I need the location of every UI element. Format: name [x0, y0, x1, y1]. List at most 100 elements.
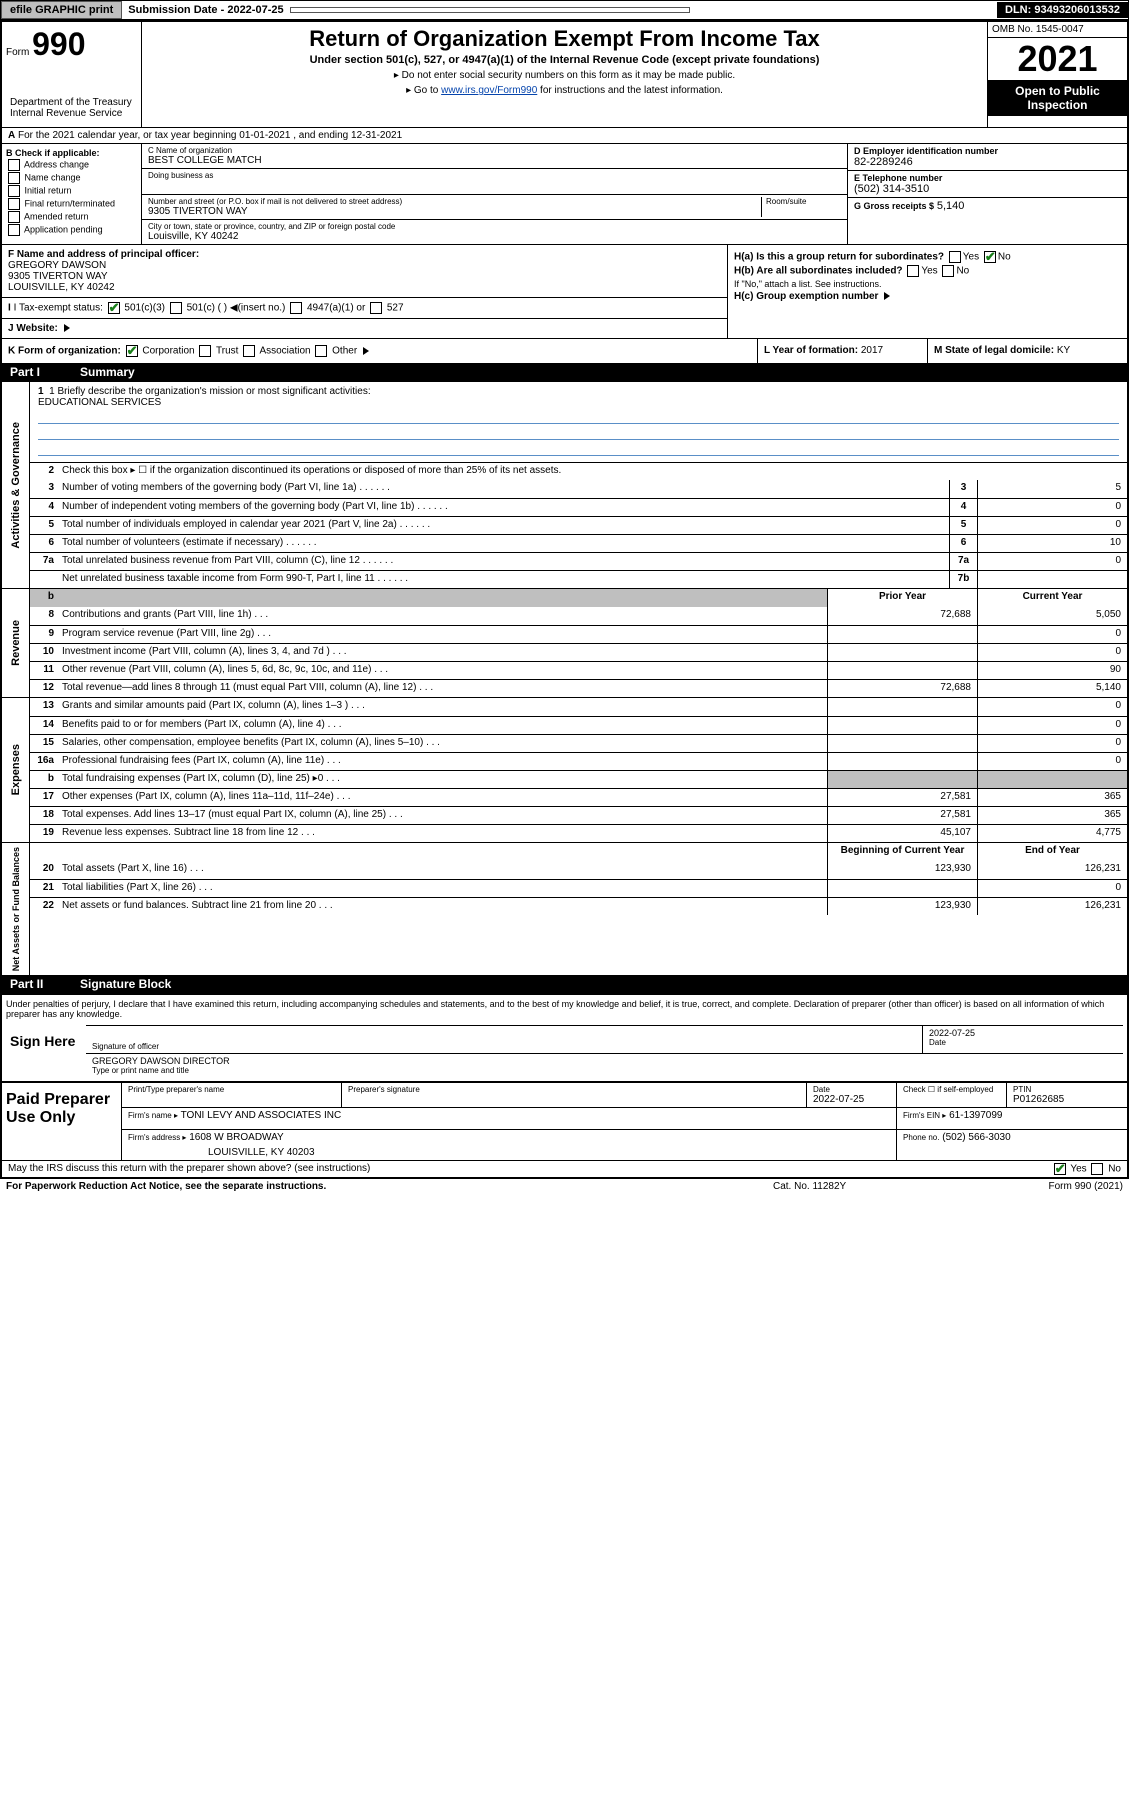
subdate-label: Submission Date - 2022-07-25: [122, 2, 289, 18]
line-20: 20Total assets (Part X, line 16) . . .12…: [30, 861, 1127, 879]
irs-link[interactable]: www.irs.gov/Form990: [441, 85, 537, 96]
net-label: Net Assets or Fund Balances: [9, 843, 23, 975]
chk-4947[interactable]: [290, 302, 302, 314]
ein: 82-2289246: [854, 156, 1121, 168]
form-prefix: Form: [6, 47, 29, 58]
chk-assoc[interactable]: [243, 345, 255, 357]
addr-label: Number and street (or P.O. box if mail i…: [148, 197, 761, 206]
chk-address-change[interactable]: [8, 159, 20, 171]
org-name-label: C Name of organization: [148, 146, 841, 155]
line-2: Check this box ▸ ☐ if the organization d…: [58, 463, 1127, 480]
ha: H(a) Is this a group return for subordin…: [734, 251, 1121, 263]
org-name: BEST COLLEGE MATCH: [148, 155, 841, 166]
firm-phone: (502) 566-3030: [942, 1132, 1010, 1143]
paid-section: Paid Preparer Use Only Print/Type prepar…: [2, 1081, 1127, 1160]
exp-section: Expenses 13Grants and similar amounts pa…: [2, 697, 1127, 842]
state-domicile: KY: [1057, 345, 1070, 356]
line-1: 1 1 Briefly describe the organization's …: [38, 386, 1119, 397]
discuss-yes[interactable]: [1054, 1163, 1066, 1175]
firm-ein: 61-1397099: [949, 1110, 1002, 1121]
form-title: Return of Organization Exempt From Incom…: [146, 26, 983, 52]
gross-label: G Gross receipts $: [854, 201, 934, 211]
year-formation: 2017: [861, 345, 883, 356]
topbar: efile GRAPHIC print Submission Date - 20…: [0, 0, 1129, 20]
gov-line-4: 4Number of independent voting members of…: [30, 498, 1127, 516]
line-11: 11Other revenue (Part VIII, column (A), …: [30, 661, 1127, 679]
dln: DLN: 93493206013532: [997, 2, 1128, 18]
line-18: 18Total expenses. Add lines 13–17 (must …: [30, 806, 1127, 824]
chk-initial-return[interactable]: [8, 185, 20, 197]
section-a: A For the 2021 calendar year, or tax yea…: [2, 127, 1127, 143]
mission: EDUCATIONAL SERVICES: [38, 397, 1119, 408]
hdr-curr: Current Year: [977, 589, 1127, 607]
f-label: F Name and address of principal officer:: [8, 249, 721, 260]
discuss-no[interactable]: [1091, 1163, 1103, 1175]
line-16a: 16aProfessional fundraising fees (Part I…: [30, 752, 1127, 770]
form-subtitle: Under section 501(c), 527, or 4947(a)(1)…: [146, 54, 983, 66]
instr-2: ▸ Go to www.irs.gov/Form990 for instruct…: [146, 85, 983, 96]
gov-label: Activities & Governance: [8, 418, 24, 553]
hdr-end: End of Year: [977, 843, 1127, 861]
sig-name-label: Type or print name and title: [92, 1066, 1117, 1075]
col-c: C Name of organization BEST COLLEGE MATC…: [142, 144, 847, 244]
firm-addr2: LOUISVILLE, KY 40203: [208, 1147, 890, 1158]
form-container: Form 990 Department of the Treasury Inte…: [0, 20, 1129, 1179]
line-21: 21Total liabilities (Part X, line 26) . …: [30, 879, 1127, 897]
exp-label: Expenses: [8, 740, 24, 799]
hdr-begin: Beginning of Current Year: [827, 843, 977, 861]
sig-date: 2022-07-25: [929, 1028, 1117, 1038]
line-12: 12Total revenue—add lines 8 through 11 (…: [30, 679, 1127, 697]
ha-no[interactable]: [984, 251, 996, 263]
f-addr1: 9305 TIVERTON WAY: [8, 271, 721, 282]
line-14: 14Benefits paid to or for members (Part …: [30, 716, 1127, 734]
chk-527[interactable]: [370, 302, 382, 314]
tel-label: E Telephone number: [854, 173, 1121, 183]
room-label: Room/suite: [766, 197, 841, 206]
firm-addr1: 1608 W BROADWAY: [189, 1132, 283, 1143]
gov-line-3: 3Number of voting members of the governi…: [30, 480, 1127, 498]
rev-section: Revenue bPrior YearCurrent Year 8Contrib…: [2, 588, 1127, 697]
chk-501c[interactable]: [170, 302, 182, 314]
net-section: Net Assets or Fund Balances Beginning of…: [2, 842, 1127, 975]
form-number: 990: [32, 26, 85, 62]
chk-trust[interactable]: [199, 345, 211, 357]
line-8: 8Contributions and grants (Part VIII, li…: [30, 607, 1127, 625]
chk-other[interactable]: [315, 345, 327, 357]
hdr-prior: Prior Year: [827, 589, 977, 607]
omb: OMB No. 1545-0047: [988, 22, 1127, 38]
col-d: D Employer identification number 82-2289…: [847, 144, 1127, 244]
sig-name-title: GREGORY DAWSON DIRECTOR: [92, 1056, 1117, 1066]
hb-yes[interactable]: [907, 265, 919, 277]
tax-year: 2021: [988, 38, 1127, 80]
hb-no[interactable]: [942, 265, 954, 277]
part1-header: Part ISummary: [2, 363, 1127, 381]
hb-note: If "No," attach a list. See instructions…: [734, 279, 1121, 289]
ein-label: D Employer identification number: [854, 146, 1121, 156]
chk-501c3[interactable]: [108, 302, 120, 314]
chk-corp[interactable]: [126, 345, 138, 357]
chk-final-return[interactable]: [8, 198, 20, 210]
gov-line-5: 5Total number of individuals employed in…: [30, 516, 1127, 534]
f-addr2: LOUISVILLE, KY 40242: [8, 282, 721, 293]
city-label: City or town, state or province, country…: [148, 222, 841, 231]
row-fgh: F Name and address of principal officer:…: [2, 244, 1127, 338]
part2-header: Part IISignature Block: [2, 975, 1127, 993]
sig-officer-label: Signature of officer: [92, 1042, 916, 1051]
tel: (502) 314-3510: [854, 183, 1121, 195]
instr-1: ▸ Do not enter social security numbers o…: [146, 70, 983, 81]
ha-yes[interactable]: [949, 251, 961, 263]
line-19: 19Revenue less expenses. Subtract line 1…: [30, 824, 1127, 842]
chk-amended[interactable]: [8, 211, 20, 223]
line-9: 9Program service revenue (Part VIII, lin…: [30, 625, 1127, 643]
line-10: 10Investment income (Part VIII, column (…: [30, 643, 1127, 661]
col-b: B Check if applicable: Address change Na…: [2, 144, 142, 244]
sign-here: Sign Here: [6, 1025, 86, 1077]
line-22: 22Net assets or fund balances. Subtract …: [30, 897, 1127, 915]
line-b: bTotal fundraising expenses (Part IX, co…: [30, 770, 1127, 788]
city: Louisville, KY 40242: [148, 231, 841, 242]
efile-btn[interactable]: efile GRAPHIC print: [1, 1, 122, 19]
chk-name-change[interactable]: [8, 172, 20, 184]
chk-app-pending[interactable]: [8, 224, 20, 236]
line-17: 17Other expenses (Part IX, column (A), l…: [30, 788, 1127, 806]
discuss-row: May the IRS discuss this return with the…: [2, 1160, 1127, 1177]
